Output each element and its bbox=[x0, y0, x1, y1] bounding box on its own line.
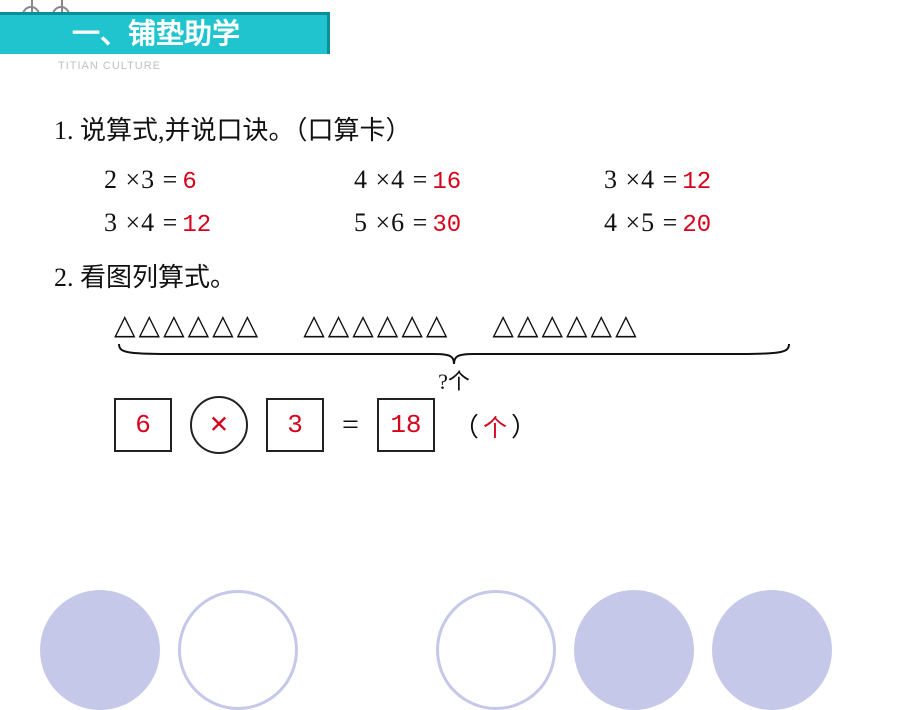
equation-cell: 4 ×4 = 16 bbox=[354, 165, 604, 196]
answer: 12 bbox=[682, 169, 711, 196]
answer: 6 bbox=[182, 169, 196, 196]
operator-circle: × bbox=[190, 396, 248, 454]
brace-label: ?个 bbox=[114, 364, 794, 396]
section-title: 一、铺垫助学 bbox=[72, 18, 240, 49]
unit-wrap: （ 个 ） bbox=[453, 407, 537, 444]
equals-sign: = bbox=[342, 408, 359, 442]
expression: 4 ×5 = bbox=[604, 208, 678, 238]
brace-icon bbox=[114, 342, 794, 366]
operand-box: 3 bbox=[266, 398, 324, 452]
expression: 2 ×3 = bbox=[104, 165, 178, 195]
equation-row: 3 ×4 = 12 5 ×6 = 30 4 ×5 = 20 bbox=[104, 208, 880, 239]
bubble-icon bbox=[712, 590, 832, 710]
result-box: 18 bbox=[377, 398, 435, 452]
question-2-title: 2. 看图列算式。 bbox=[54, 257, 880, 294]
answer: 20 bbox=[682, 212, 711, 239]
expression: 3 ×4 = bbox=[104, 208, 178, 238]
bubble-icon bbox=[40, 590, 160, 710]
paren-open: （ bbox=[453, 407, 479, 444]
triangle-group: △△△△△△ bbox=[114, 308, 261, 342]
brace-container: ?个 bbox=[114, 342, 794, 382]
bubble-icon bbox=[574, 590, 694, 710]
answer: 12 bbox=[182, 212, 211, 239]
answer: 30 bbox=[432, 212, 461, 239]
bubble-icon bbox=[436, 590, 556, 710]
question-1-title: 1. 说算式,并说口诀。（口算卡） bbox=[54, 110, 880, 147]
equation-cell: 4 ×5 = 20 bbox=[604, 208, 854, 239]
expression: 5 ×6 = bbox=[354, 208, 428, 238]
unit-label: 个 bbox=[483, 408, 507, 443]
equation-row: 2 ×3 = 6 4 ×4 = 16 3 ×4 = 12 bbox=[104, 165, 880, 196]
bubble-icon bbox=[178, 590, 298, 710]
equation-cell: 3 ×4 = 12 bbox=[104, 208, 354, 239]
expression: 3 ×4 = bbox=[604, 165, 678, 195]
operand-box: 6 bbox=[114, 398, 172, 452]
watermark-text: TITIAN CULTURE bbox=[58, 60, 161, 72]
triangle-groups: △△△△△△ △△△△△△ △△△△△△ bbox=[114, 308, 880, 342]
equation-cell: 3 ×4 = 12 bbox=[604, 165, 854, 196]
expression: 4 ×4 = bbox=[354, 165, 428, 195]
equation-cell: 2 ×3 = 6 bbox=[104, 165, 354, 196]
paren-close: ） bbox=[511, 407, 537, 444]
answer: 16 bbox=[432, 169, 461, 196]
equation-cell: 5 ×6 = 30 bbox=[354, 208, 604, 239]
footer-decoration bbox=[0, 580, 920, 690]
triangle-group: △△△△△△ bbox=[303, 308, 450, 342]
triangle-group: △△△△△△ bbox=[492, 308, 639, 342]
picture-equation: 6 × 3 = 18 （ 个 ） bbox=[114, 396, 880, 454]
content-area: 1. 说算式,并说口诀。（口算卡） 2 ×3 = 6 4 ×4 = 16 3 ×… bbox=[54, 110, 880, 454]
section-header: 一、铺垫助学 bbox=[0, 12, 330, 54]
